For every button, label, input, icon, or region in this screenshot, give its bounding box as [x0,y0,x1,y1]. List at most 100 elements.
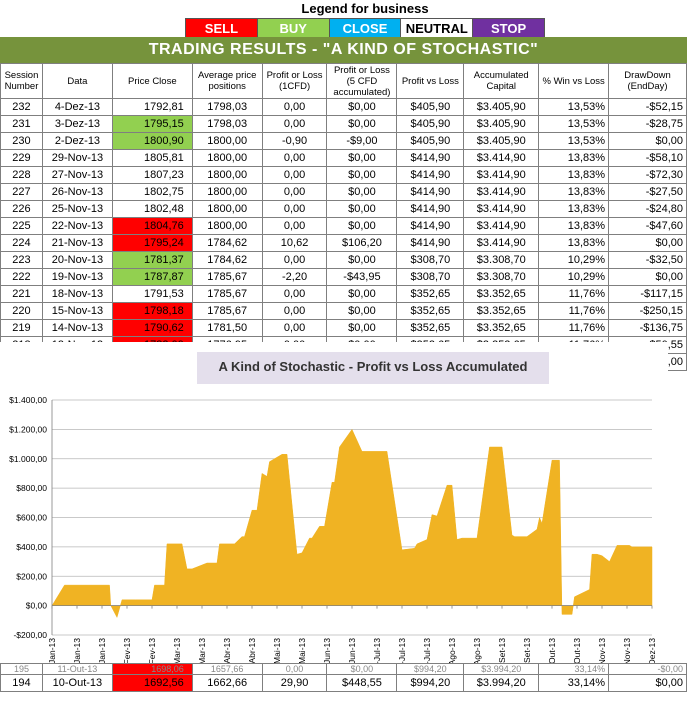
table-row: 225 22-Nov-13 1804,76 1800,00 0,00 $0,00 $414,… [0,217,687,235]
x-tick-label: 13-Mar-13 [172,638,182,664]
cell-win: 13,83% [538,200,610,218]
cell-cap: $3.414,90 [463,166,540,184]
y-tick-label: $1.200,00 [9,424,47,434]
cell-avg: 1784,62 [191,234,263,252]
cell-pl1: 0,00 [261,663,328,675]
x-tick-label: 28-Ago-13 [472,638,482,664]
table-row: 195 11-Out-13 1698,06 1657,66 0,00 $0,00… [0,663,687,675]
cell-pl1: 0,00 [261,166,328,184]
cell-avg: 1800,00 [191,200,263,218]
cell-date: 21-Nov-13 [41,234,113,252]
cell-date: 15-Nov-13 [41,302,113,320]
cell-win: 11,76% [538,319,610,337]
cell-pl1: 29,90 [261,674,328,692]
cell-pl5: $0,00 [326,302,398,320]
x-tick-label: 5-Jun-13 [322,638,332,664]
cell-pvl: $308,70 [396,268,465,286]
cell-session: 226 [0,200,43,218]
cell-avg: 1800,00 [191,217,263,235]
cell-dd: $0,00 [608,268,687,286]
cell-cap: $3.352,65 [463,319,540,337]
cell-cap: $3.994,20 [463,674,540,692]
x-tick-label: 8-Mai-13 [272,638,282,664]
cell-win: 13,53% [538,132,610,150]
cell-pl1: 0,00 [261,183,328,201]
cell-pvl: $352,65 [396,302,465,320]
cell-cap: $3.405,90 [463,115,540,133]
cell-session: 227 [0,183,43,201]
cell-pl1: 10,62 [261,234,328,252]
y-tick-label: $800,00 [16,483,47,493]
cell-dd: -$52,15 [608,98,687,116]
cell-session: 228 [0,166,43,184]
cell-price: 1791,53 [111,285,193,303]
cell-win: 10,29% [538,268,610,286]
cell-pl5: $0,00 [326,251,398,269]
x-tick-label: 16-Jan-13 [72,638,82,664]
cell-session: 223 [0,251,43,269]
cell-price: 1802,75 [111,183,193,201]
cell-session: 222 [0,268,43,286]
x-tick-label: 22-Mai-13 [297,638,307,664]
cell-dd: $0,00 [608,234,687,252]
x-tick-label: 6-Nov-13 [597,638,607,664]
cell-session: 219 [0,319,43,337]
cell-dd: -$24,80 [608,200,687,218]
cell-dd: $0,00 [608,132,687,150]
cell-pvl: $414,90 [396,200,465,218]
x-tick-label: 2-Jan-13 [47,638,57,664]
cell-avg: 1800,00 [191,149,263,167]
cell-dd: -$136,75 [608,319,687,337]
cell-avg: 1800,00 [191,132,263,150]
x-tick-label: 25-Set-13 [522,638,532,664]
y-tick-label: $400,00 [16,542,47,552]
y-tick-label: -$200,00 [13,630,47,640]
x-tick-label: 23-Out-13 [572,638,582,664]
cell-cap: $3.414,90 [463,183,540,201]
cell-win: 13,83% [538,166,610,184]
table-header-row: Session Number Data Price Close Average … [0,63,687,99]
cell-date: 2-Dez-13 [41,132,113,150]
table-row: 224 21-Nov-13 1795,24 1784,62 10,62 $106,20 $4… [0,234,687,252]
cell-pl1: 0,00 [261,217,328,235]
cell-date: 14-Nov-13 [41,319,113,337]
legend-row: SELL BUY CLOSE NEUTRAL STOP LOSS [185,18,545,56]
cell-win: 13,83% [538,217,610,235]
col-profit-vs-loss: Profit vs Loss [396,63,465,99]
cell-date: 4-Dez-13 [41,98,113,116]
x-tick-label: 19-Jun-13 [347,638,357,664]
y-tick-label: $600,00 [16,513,47,523]
col-accum-capital: Accumulated Capital [463,63,540,99]
cell-pvl: $414,90 [396,166,465,184]
cell-pl1: 0,00 [261,149,328,167]
col-pl-5cfd: Profit or Loss (5 CFD accumulated) [326,63,398,99]
cell-price: 1807,23 [111,166,193,184]
cell-pl5: $106,20 [326,234,398,252]
cell-pl1: -2,20 [261,268,328,286]
y-tick-label: $0,00 [26,601,48,611]
cell-win: 13,53% [538,115,610,133]
cell-price: 1805,81 [111,149,193,167]
x-tick-label: 14-Ago-13 [447,638,457,664]
cell-date: 29-Nov-13 [41,149,113,167]
cell-price: 1781,37 [111,251,193,269]
cell-cap: $3.405,90 [463,132,540,150]
cell-pl1: 0,00 [261,285,328,303]
x-tick-label: 24-Abr-13 [247,638,257,664]
x-tick-label: 17-Jul-13 [397,638,407,664]
cell-avg: 1785,67 [191,268,263,286]
col-drawdown: DrawDown (EndDay) [608,63,687,99]
cell-win: 33,14% [538,674,610,692]
cell-win: 11,76% [538,285,610,303]
cell-avg: 1785,67 [191,285,263,303]
cell-cap: $3.352,65 [463,302,540,320]
y-tick-label: $200,00 [16,571,47,581]
cell-date: 27-Nov-13 [41,166,113,184]
col-price-close: Price Close [111,63,193,99]
cell-pvl: $414,90 [396,234,465,252]
col-session: Session Number [0,63,43,99]
cell-cap: $3.308,70 [463,251,540,269]
cell-price: 1804,76 [111,217,193,235]
x-tick-label: 3-Jul-13 [372,638,382,664]
cell-pl5: $0,00 [326,217,398,235]
